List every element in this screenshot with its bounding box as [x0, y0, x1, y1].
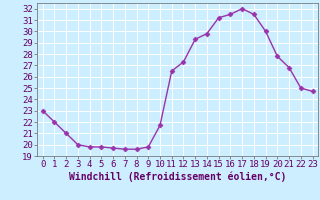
X-axis label: Windchill (Refroidissement éolien,°C): Windchill (Refroidissement éolien,°C)	[69, 172, 286, 182]
